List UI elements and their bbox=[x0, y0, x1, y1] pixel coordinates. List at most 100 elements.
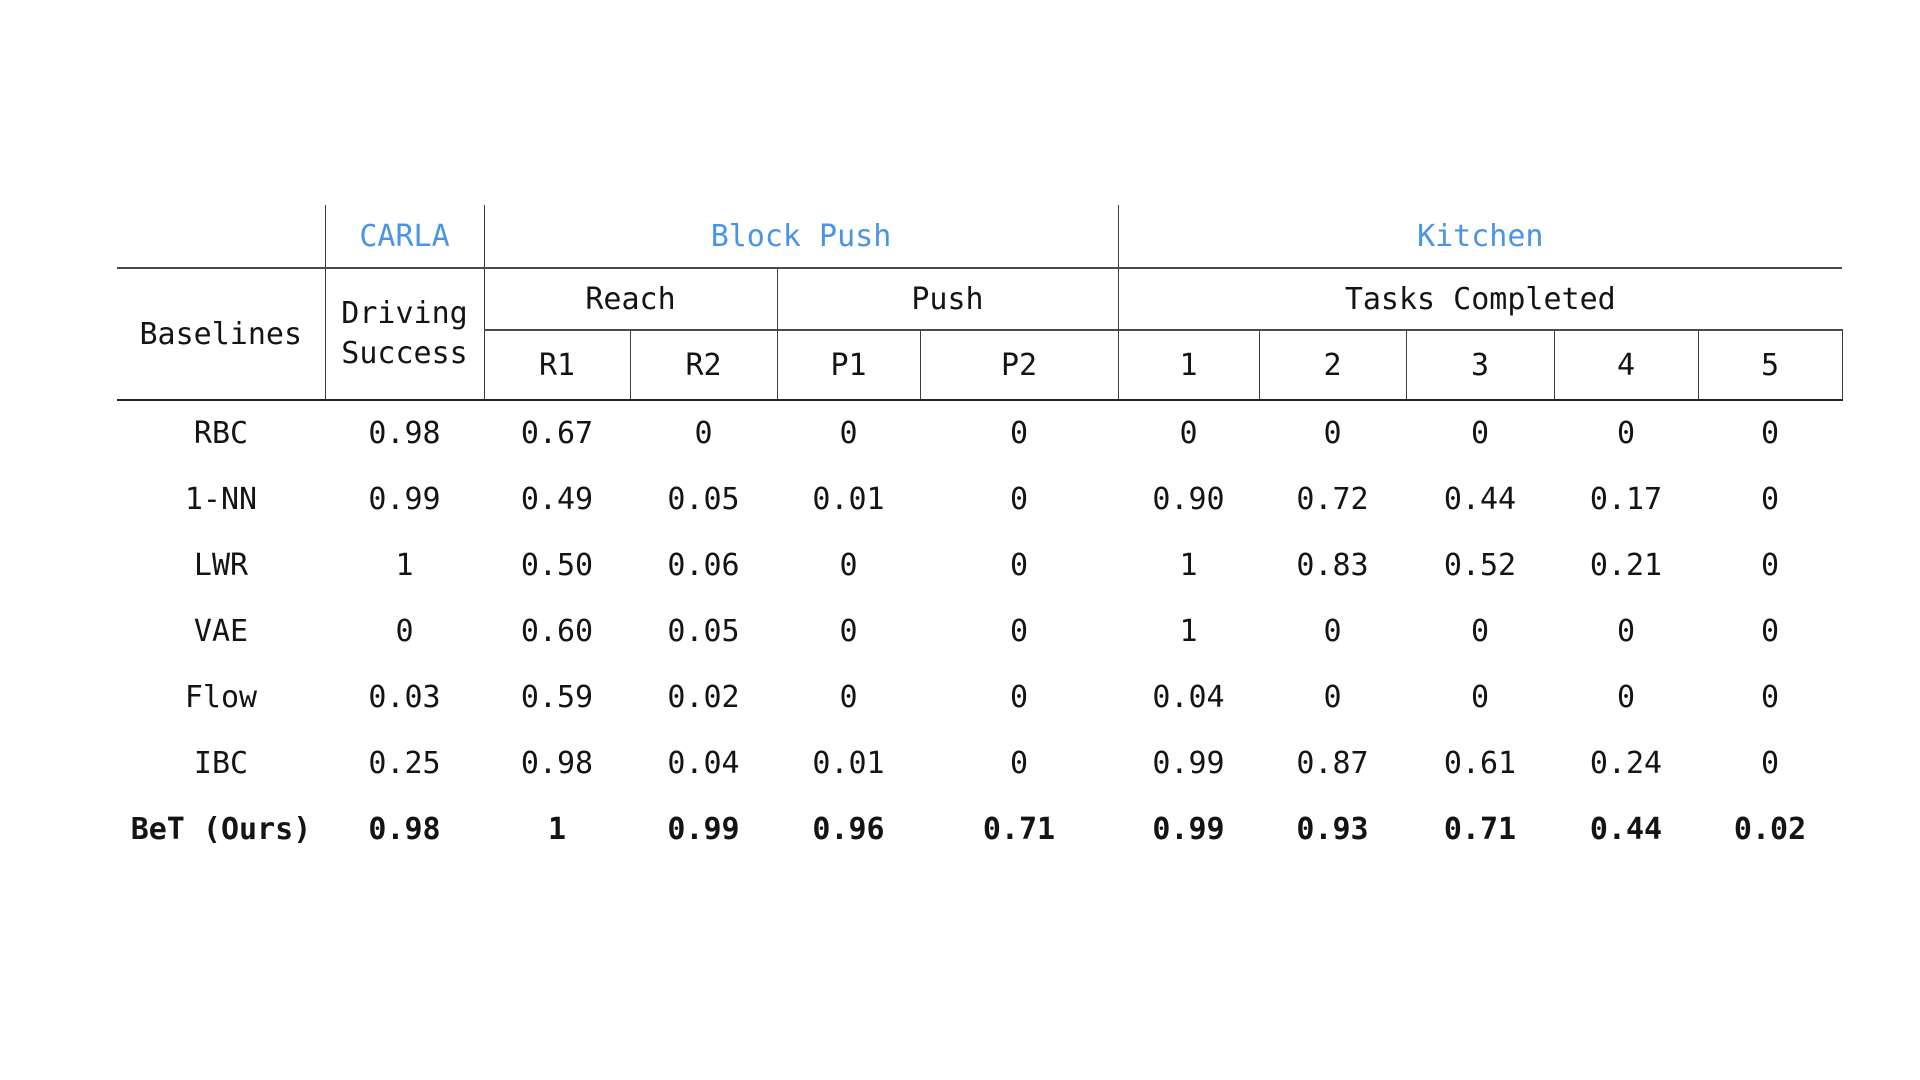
value-cell: 0 bbox=[1470, 416, 1490, 451]
row-label: RBC bbox=[193, 416, 249, 451]
value-cell: 0.06 bbox=[667, 547, 740, 583]
value-cell: 0.17 bbox=[1589, 481, 1663, 517]
value-cell: 0 bbox=[1009, 679, 1029, 715]
value-cell: 0.72 bbox=[1296, 481, 1369, 517]
value-cell: 0 bbox=[839, 613, 858, 649]
value-cell: 0 bbox=[395, 613, 414, 649]
group-header-row: CARLA Block Push Kitchen bbox=[117, 205, 1842, 268]
table-row: VAE 0 0.60 0.05 0 0 1 0 0 0 0 bbox=[117, 598, 1842, 664]
column-header-p2: P2 bbox=[920, 330, 1119, 401]
value-cell: 0.02 bbox=[667, 679, 740, 715]
value-cell: 0.96 bbox=[812, 811, 885, 847]
row-label: LWR bbox=[193, 547, 249, 583]
value-cell: 0.98 bbox=[368, 811, 441, 847]
table-row: RBC 0.98 0.67 0 0 0 0 0 0 0 0 bbox=[117, 400, 1842, 466]
value-cell: 0.83 bbox=[1296, 547, 1369, 583]
value-cell: 0 bbox=[1761, 613, 1780, 649]
column-header-row: R1 R2 P1 P2 1 2 3 4 5 bbox=[117, 330, 1843, 401]
value-cell: 0.04 bbox=[667, 745, 740, 781]
value-cell: 0 bbox=[1616, 613, 1636, 649]
column-header-p1: P1 bbox=[777, 330, 921, 401]
value-cell: 0.93 bbox=[1296, 811, 1369, 847]
table-row: 1-NN 0.99 0.49 0.05 0.01 0 0.90 0.72 0.44 0.17 0 bbox=[117, 466, 1842, 532]
row-header-baselines: Baselines bbox=[117, 267, 326, 401]
value-cell: 0 bbox=[839, 416, 858, 451]
group-header-carla: CARLA bbox=[325, 205, 485, 268]
value-cell: 0.99 bbox=[1152, 811, 1225, 847]
value-cell: 0.99 bbox=[667, 811, 740, 847]
subgroup-header-row: Baselines Driving Success Reach Push Tas… bbox=[117, 267, 1843, 401]
driving-label-line2: Success bbox=[341, 336, 468, 371]
results-table: CARLA Block Push Kitchen Baselines Drivi… bbox=[117, 205, 1843, 862]
value-cell: 0 bbox=[1761, 416, 1780, 451]
table-row: BeT (Ours) 0.98 1 0.99 0.96 0.71 0.99 0.93 0.71 0… bbox=[117, 796, 1842, 862]
table-row: Flow 0.03 0.59 0.02 0 0 0.04 0 0 0 0 bbox=[117, 664, 1842, 730]
value-cell: 0 bbox=[1470, 613, 1490, 649]
value-cell: 0 bbox=[1323, 679, 1342, 715]
value-cell: 0.25 bbox=[368, 745, 441, 781]
column-header-r2: R2 bbox=[630, 330, 778, 401]
subgroup-header-tasks-completed: Tasks Completed bbox=[1118, 267, 1843, 331]
value-cell: 0 bbox=[1761, 745, 1780, 781]
results-table-container: CARLA Block Push Kitchen Baselines Drivi… bbox=[117, 205, 1843, 862]
column-header-5: 5 bbox=[1698, 330, 1843, 401]
group-header-block-push: Block Push bbox=[484, 205, 1119, 268]
value-cell: 0.59 bbox=[520, 679, 594, 715]
table-body: RBC 0.98 0.67 0 0 0 0 0 0 0 0 1-NN 0.99 0.49 0.05 0.01 0… bbox=[117, 400, 1842, 862]
value-cell: 0 bbox=[1009, 416, 1029, 451]
value-cell: 0 bbox=[1009, 547, 1029, 583]
subgroup-header-reach: Reach bbox=[484, 267, 778, 331]
value-cell: 0.03 bbox=[368, 679, 441, 715]
value-cell: 0 bbox=[1761, 547, 1780, 583]
value-cell: 0 bbox=[1761, 481, 1780, 517]
driving-label-line1: Driving bbox=[341, 296, 468, 331]
row-label: Flow bbox=[184, 679, 258, 715]
value-cell: 0.01 bbox=[812, 745, 885, 781]
subgroup-header-push: Push bbox=[777, 267, 1119, 331]
value-cell: 0.71 bbox=[982, 811, 1056, 847]
row-label: BeT (Ours) bbox=[130, 811, 312, 847]
value-cell: 1 bbox=[1179, 547, 1198, 583]
value-cell: 0 bbox=[1616, 416, 1636, 451]
value-cell: 0.90 bbox=[1152, 481, 1225, 517]
value-cell: 0.44 bbox=[1443, 481, 1517, 517]
value-cell: 0 bbox=[1009, 481, 1029, 517]
value-cell: 0.67 bbox=[520, 416, 594, 451]
value-cell: 0.21 bbox=[1589, 547, 1663, 583]
value-cell: 0.98 bbox=[368, 416, 441, 451]
row-label: VAE bbox=[193, 613, 249, 649]
value-cell: 0.49 bbox=[520, 481, 594, 517]
column-header-2: 2 bbox=[1259, 330, 1407, 401]
group-header-kitchen: Kitchen bbox=[1417, 218, 1544, 254]
value-cell: 0.50 bbox=[520, 547, 594, 583]
value-cell: 0 bbox=[1323, 613, 1342, 649]
value-cell: 1 bbox=[395, 547, 414, 583]
column-header-driving-success: Driving Success bbox=[325, 267, 485, 401]
value-cell: 0.24 bbox=[1589, 745, 1663, 781]
value-cell: 0 bbox=[1616, 679, 1636, 715]
table-row: IBC 0.25 0.98 0.04 0.01 0 0.99 0.87 0.61 0.24 0 bbox=[117, 730, 1842, 796]
value-cell: 0 bbox=[1323, 416, 1342, 451]
value-cell: 0 bbox=[1761, 679, 1780, 715]
value-cell: 0.44 bbox=[1589, 811, 1663, 847]
value-cell: 0 bbox=[839, 547, 858, 583]
value-cell: 0.61 bbox=[1443, 745, 1517, 781]
value-cell: 0 bbox=[1470, 679, 1490, 715]
value-cell: 0.98 bbox=[520, 745, 594, 781]
value-cell: 0.99 bbox=[368, 481, 441, 517]
value-cell: 0 bbox=[1179, 416, 1198, 451]
value-cell: 0.60 bbox=[520, 613, 594, 649]
value-cell: 1 bbox=[1179, 613, 1198, 649]
row-label: IBC bbox=[193, 745, 249, 781]
value-cell: 0.52 bbox=[1443, 547, 1517, 583]
column-header-1: 1 bbox=[1118, 330, 1260, 401]
value-cell: 0 bbox=[1009, 613, 1029, 649]
value-cell: 0.05 bbox=[667, 613, 740, 649]
table-row: LWR 1 0.50 0.06 0 0 1 0.83 0.52 0.21 0 bbox=[117, 532, 1842, 598]
corner-blank-cell bbox=[117, 205, 326, 268]
value-cell: 0.71 bbox=[1443, 811, 1517, 847]
row-label: 1-NN bbox=[184, 481, 258, 517]
column-header-3: 3 bbox=[1406, 330, 1555, 401]
value-cell: 0.02 bbox=[1733, 811, 1807, 847]
value-cell: 0.01 bbox=[812, 481, 885, 517]
